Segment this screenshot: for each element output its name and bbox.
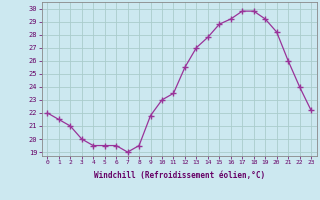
X-axis label: Windchill (Refroidissement éolien,°C): Windchill (Refroidissement éolien,°C) [94,171,265,180]
